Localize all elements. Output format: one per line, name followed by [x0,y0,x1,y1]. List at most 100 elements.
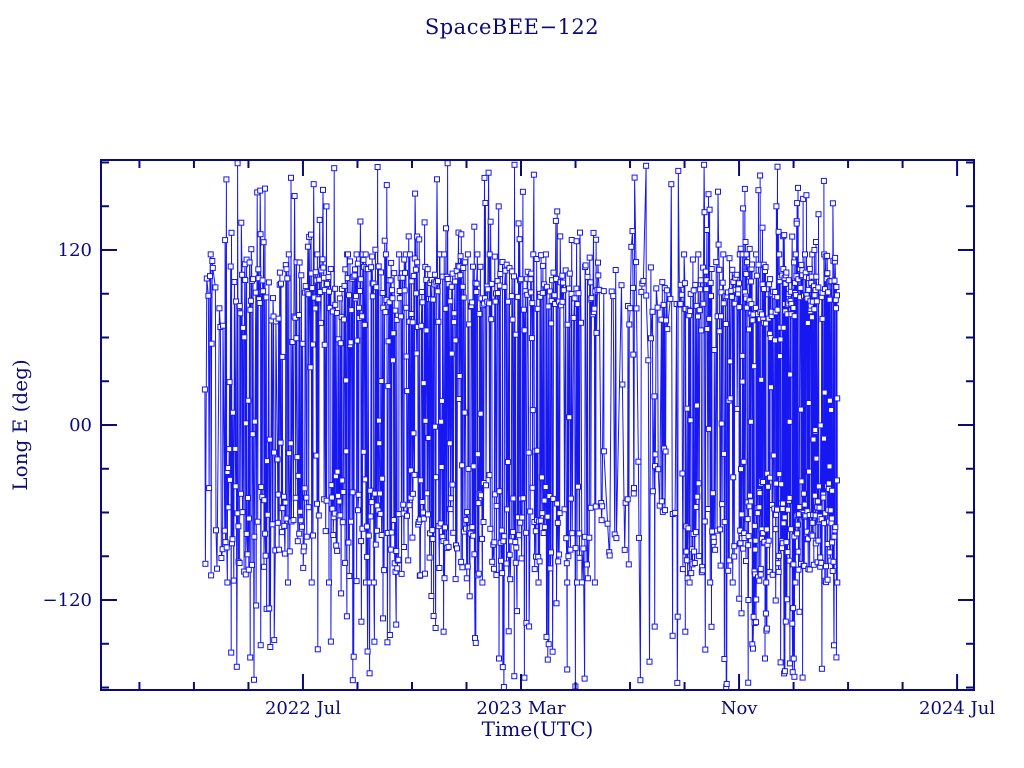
data-point-marker [567,546,574,553]
data-point-marker [491,565,497,572]
data-point-marker [560,287,567,294]
data-point-marker [692,281,699,288]
data-point-marker [619,381,626,388]
data-point-marker [509,268,516,275]
data-point-marker [701,209,708,216]
data-point-marker [824,270,831,277]
data-point-marker [815,211,822,218]
data-point-marker [745,542,752,549]
data-point-marker [266,436,273,443]
data-point-marker [795,548,802,555]
data-point-marker [547,565,554,572]
data-point-marker [695,251,702,258]
data-point-marker [753,251,760,258]
data-point-marker [347,258,353,265]
data-point-marker [360,448,367,455]
data-point-marker [721,519,728,526]
data-point-marker [486,472,493,479]
data-point-marker [475,570,482,577]
data-point-marker [803,192,810,199]
data-point-marker [261,563,267,570]
data-point-marker [562,267,569,274]
chart-title: SpaceBEE−122 [424,15,600,39]
data-point-marker [424,266,431,273]
data-point-marker [813,239,819,245]
data-point-marker [310,532,316,539]
data-point-marker [385,383,392,390]
data-point-marker [406,502,413,509]
data-point-marker [393,621,400,628]
data-point-marker [591,305,598,312]
data-point-marker [256,300,263,306]
data-point-marker [398,570,405,577]
data-point-marker [357,276,364,283]
data-point-marker [476,310,483,317]
data-point-marker [772,597,779,604]
data-point-marker [745,597,752,603]
data-point-marker [494,290,501,296]
data-point-marker [523,529,530,536]
data-point-marker [475,500,482,507]
data-point-marker [793,220,800,227]
data-series [201,160,841,690]
data-point-marker [383,182,390,189]
data-point-marker [451,310,458,317]
data-point-marker [412,190,419,197]
data-point-marker [792,279,798,286]
data-point-marker [707,579,714,586]
data-point-marker [759,311,765,318]
data-point-marker [381,567,388,574]
data-point-marker [739,378,746,385]
data-point-marker [719,279,726,286]
data-point-marker [420,515,427,522]
data-point-marker [345,251,351,258]
data-point-marker [821,435,827,442]
data-point-marker [770,452,777,459]
data-point-marker [498,527,505,534]
data-point-marker [595,272,602,279]
data-point-marker [718,313,724,320]
data-point-marker [341,282,348,289]
data-point-marker [452,278,459,285]
data-point-marker [496,488,503,495]
data-point-marker [308,579,315,586]
data-point-marker [717,526,724,533]
data-point-marker [410,430,417,437]
data-point-marker [573,238,580,245]
data-point-marker [701,161,708,168]
data-point-marker [452,576,459,583]
data-point-marker [747,492,753,499]
data-point-marker [786,418,793,425]
data-point-marker [233,663,240,670]
data-point-marker [375,263,382,270]
data-point-marker [783,269,790,276]
data-point-marker [428,593,435,599]
data-point-marker [581,675,588,682]
data-point-marker [538,474,545,481]
data-point-marker [536,558,543,565]
data-point-marker [834,477,840,484]
data-point-marker [245,495,251,501]
data-point-marker [222,237,229,244]
data-point-marker [587,504,594,511]
data-point-marker [492,298,499,305]
data-point-marker [433,474,439,481]
data-point-marker [521,674,528,681]
data-point-marker [519,188,526,195]
data-point-marker [498,557,504,564]
data-point-marker [552,217,559,224]
data-point-marker [526,623,533,630]
data-point-marker [621,546,628,553]
data-point-marker [792,579,799,586]
data-point-marker [681,251,688,258]
data-point-marker [566,414,573,421]
data-point-marker [710,538,717,545]
data-point-marker [258,484,265,490]
data-point-marker [693,302,700,309]
data-point-marker [424,490,431,497]
data-point-marker [529,300,536,307]
data-point-marker [216,305,223,312]
data-point-marker [236,560,243,566]
data-point-marker [787,526,794,533]
data-point-marker [318,319,324,326]
